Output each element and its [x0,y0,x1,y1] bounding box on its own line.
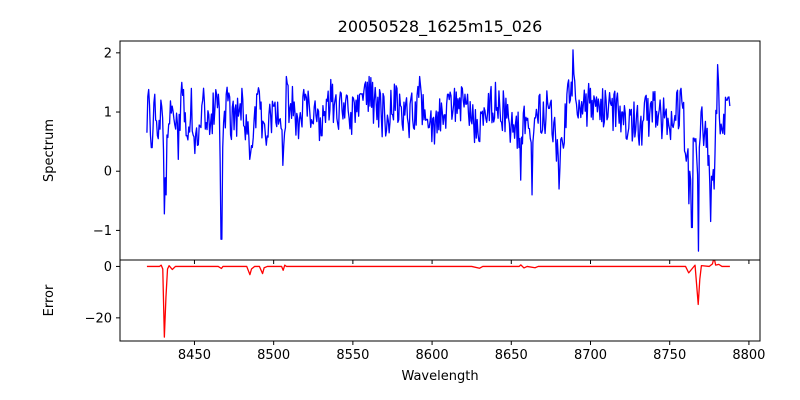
x-axis-label: Wavelength [401,369,478,384]
x-tick-label: 8550 [336,348,369,363]
spectrum-panel: −1 0 1 2 Spectrum 20050528_1625m15_026 [42,17,761,264]
error-axes-frame [119,259,761,342]
x-tick-label: 8450 [178,348,211,363]
y-tick-label: 0 [104,165,112,180]
x-tick-label: 8650 [495,348,528,363]
x-tick-label: 8500 [257,348,290,363]
chart-title: 20050528_1625m15_026 [338,17,543,37]
x-tick-label: 8750 [653,348,686,363]
x-tick-label: 8600 [416,348,449,363]
spectrum-series-line [146,49,731,252]
y-tick-label: −1 [93,224,112,239]
spectrum-axes-frame [119,40,761,261]
error-panel: 8450 8500 8550 8600 8650 8700 8750 8800 −20 0 Erro… [42,259,765,384]
error-y-axis-label: Error [42,284,57,316]
y-tick-label: 0 [104,260,112,275]
y-tick-label: −20 [85,311,112,326]
x-tick-label: 8700 [574,348,607,363]
error-series-line [146,260,730,338]
y-tick-label: 1 [104,106,112,121]
y-tick-label: 2 [104,46,112,61]
spectrum-y-axis-label: Spectrum [42,119,57,182]
x-tick-label: 8800 [732,348,765,363]
